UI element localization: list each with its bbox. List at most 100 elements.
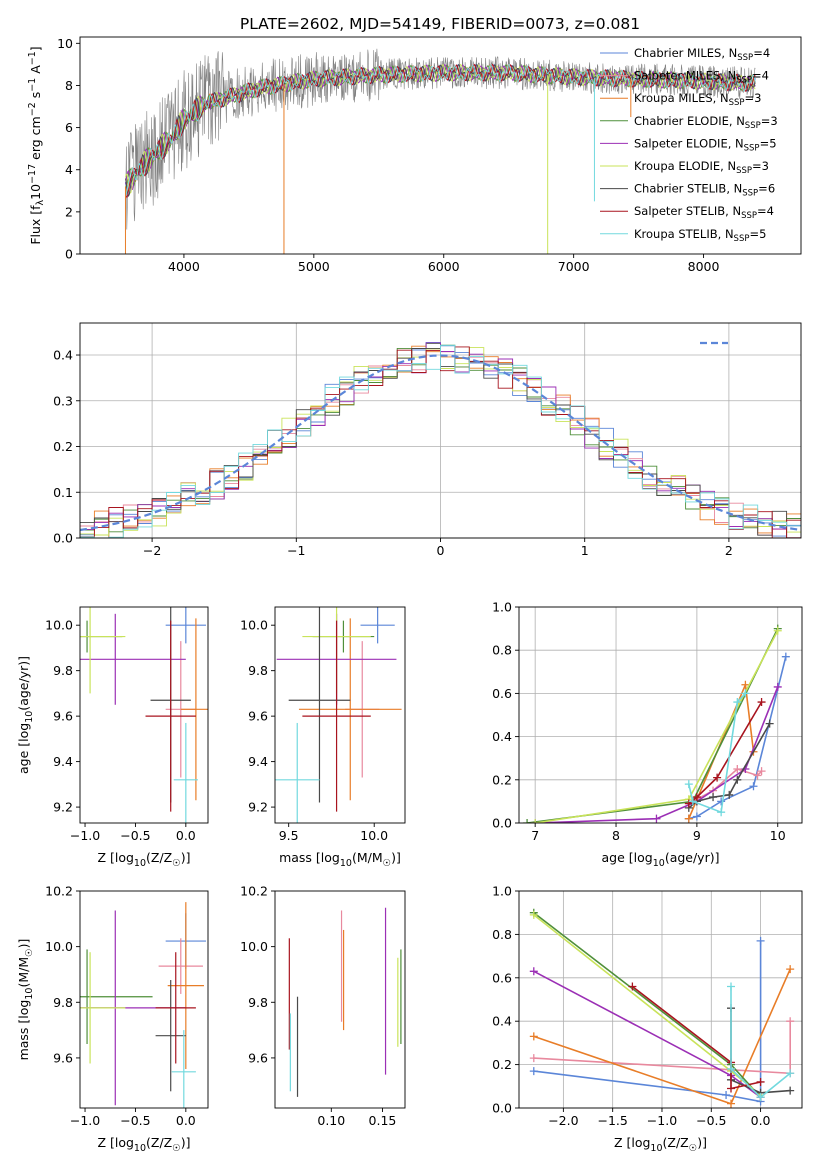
- legend-nssp-label: N: [727, 159, 736, 173]
- legend-nssp-label: N: [736, 114, 745, 128]
- errorbar-point: [302, 620, 371, 812]
- x-tick-label: −1.0: [70, 1113, 100, 1128]
- x-tick-label: −1.5: [597, 1113, 627, 1128]
- y-tick-label: 0.2: [53, 439, 73, 454]
- y-tick-label: 0.2: [492, 772, 512, 787]
- y-tick-label: 0.2: [492, 1057, 512, 1072]
- x-tick-label: 10: [770, 828, 786, 843]
- axes-frame: [79, 890, 209, 1109]
- x-tick-label: −1: [287, 543, 305, 558]
- legend-eq: =: [752, 69, 762, 83]
- axes-frame: [274, 890, 406, 1109]
- weight-series: [628, 982, 765, 1093]
- weight-line: [533, 940, 762, 1103]
- legend-nssp-value: 5: [759, 227, 766, 241]
- weight-marker: [773, 682, 782, 691]
- errorbar-point: [158, 938, 203, 994]
- weight-line: [535, 630, 779, 823]
- legend-sep: ,: [720, 159, 727, 173]
- y-tick-label: 0.1: [53, 485, 73, 500]
- errorbar-point: [145, 620, 196, 812]
- label-part: erg cm: [28, 116, 43, 164]
- label-part: (Z/Z: [146, 1135, 172, 1150]
- errorbar-point: [167, 902, 204, 1070]
- legend-nssp-sub: SSP: [742, 189, 758, 199]
- weight-marker: [692, 793, 701, 802]
- weight-marker: [756, 1093, 765, 1102]
- weight-marker: [529, 1032, 538, 1041]
- label-part: A: [28, 65, 43, 78]
- errorbar-point: [155, 980, 186, 1092]
- errorbar-point: [171, 1030, 196, 1108]
- label-part: λ: [35, 199, 46, 205]
- label-part: ☉: [383, 858, 392, 869]
- x-tick-label: 7: [531, 828, 539, 843]
- y-tick-label: 0.6: [492, 970, 512, 985]
- y-tick-label: 9.8: [53, 995, 73, 1010]
- x-axis-label: mass [log10(M/M☉)]: [279, 850, 401, 869]
- label-part: age [log: [602, 850, 653, 865]
- weight-line: [526, 628, 779, 823]
- weight-marker: [529, 967, 538, 976]
- legend-entry: Kroupa STELIB, NSSP=5: [634, 227, 766, 244]
- axes-frame: [518, 890, 803, 1109]
- plot-area: [80, 341, 801, 538]
- label-part: ]: [28, 46, 43, 51]
- weight-marker: [529, 1054, 538, 1063]
- y-tick-label: 9.6: [53, 1050, 73, 1065]
- weight-marker: [781, 652, 790, 661]
- y-tick-label: 0.0: [53, 531, 73, 546]
- legend-entry: Salpeter MILES, NSSP=4: [634, 69, 769, 86]
- x-tick-label: −0.5: [696, 1113, 726, 1128]
- errorbar-point: [288, 607, 351, 803]
- weight-series: [531, 626, 782, 823]
- label-part: mass [log: [279, 850, 340, 865]
- label-part: −2: [27, 102, 38, 116]
- x-tick-label: 0.15: [369, 1113, 397, 1128]
- label-part: (M/M: [352, 850, 383, 865]
- weight-marker: [684, 780, 693, 789]
- label-part: )]: [181, 1135, 191, 1150]
- axes-frame: [79, 322, 802, 539]
- y-tick-label: 0.0: [492, 1101, 512, 1116]
- normal-curve: [80, 354, 801, 532]
- legend-entry: Chabrier ELODIE, NSSP=3: [634, 114, 778, 131]
- legend-entry: Salpeter ELODIE, NSSP=5: [634, 136, 777, 153]
- x-axis-label: age [log10(age/yr)]: [602, 850, 720, 869]
- legend-sep: ,: [713, 91, 720, 105]
- weight-marker: [733, 775, 742, 784]
- weight-marker: [692, 812, 701, 821]
- weight-marker: [709, 793, 718, 802]
- y-axis-label: mass [log10(M/M☉)]: [16, 939, 35, 1061]
- x-axis-label: Z [log10(Z/Z☉)]: [97, 850, 190, 869]
- weight-marker: [727, 1099, 736, 1108]
- x-tick-label: 0.0: [176, 828, 196, 843]
- label-part: s: [28, 92, 43, 103]
- label-part: 10: [24, 711, 35, 723]
- axes-age_vs_Z: −1.0 −0.5 0.09.29.49.69.810.0Z [log10(Z/Z☉…: [16, 606, 209, 869]
- errorbar-point: [165, 607, 206, 644]
- legend-nssp-sub: SSP: [745, 121, 761, 131]
- label-part: (Z/Z: [146, 850, 172, 865]
- weight-series: [529, 936, 765, 1106]
- x-tick-label: −1.0: [70, 828, 100, 843]
- axes-frame: [518, 606, 803, 824]
- axes-residuals: −2 −1 0 1 2 0.0 0.1 0.2 0.3 0.4: [53, 322, 802, 558]
- weight-series: [529, 910, 765, 1099]
- label-part: 10: [134, 1143, 146, 1154]
- legend-model-name: Salpeter ELODIE: [634, 136, 728, 150]
- legend-nssp-value: 4: [762, 69, 769, 83]
- label-part: Z [log: [97, 850, 133, 865]
- y-tick-label: 9.6: [248, 709, 268, 724]
- legend-nssp-label: N: [732, 204, 741, 218]
- axes-mass_vs_Z: −1.0 −0.5 0.09.69.810.010.2Z [log10(Z/Z☉)]…: [16, 884, 209, 1154]
- errorbar-point: [180, 618, 208, 801]
- errorbar-point: [298, 618, 402, 801]
- weight-marker: [628, 982, 637, 991]
- x-tick-label: 8: [612, 828, 620, 843]
- x-tick-label: −2: [143, 543, 161, 558]
- errorbar-point: [80, 607, 126, 694]
- legend-model-name: Salpeter STELIB: [634, 204, 725, 218]
- legend-nssp-label: N: [729, 46, 738, 60]
